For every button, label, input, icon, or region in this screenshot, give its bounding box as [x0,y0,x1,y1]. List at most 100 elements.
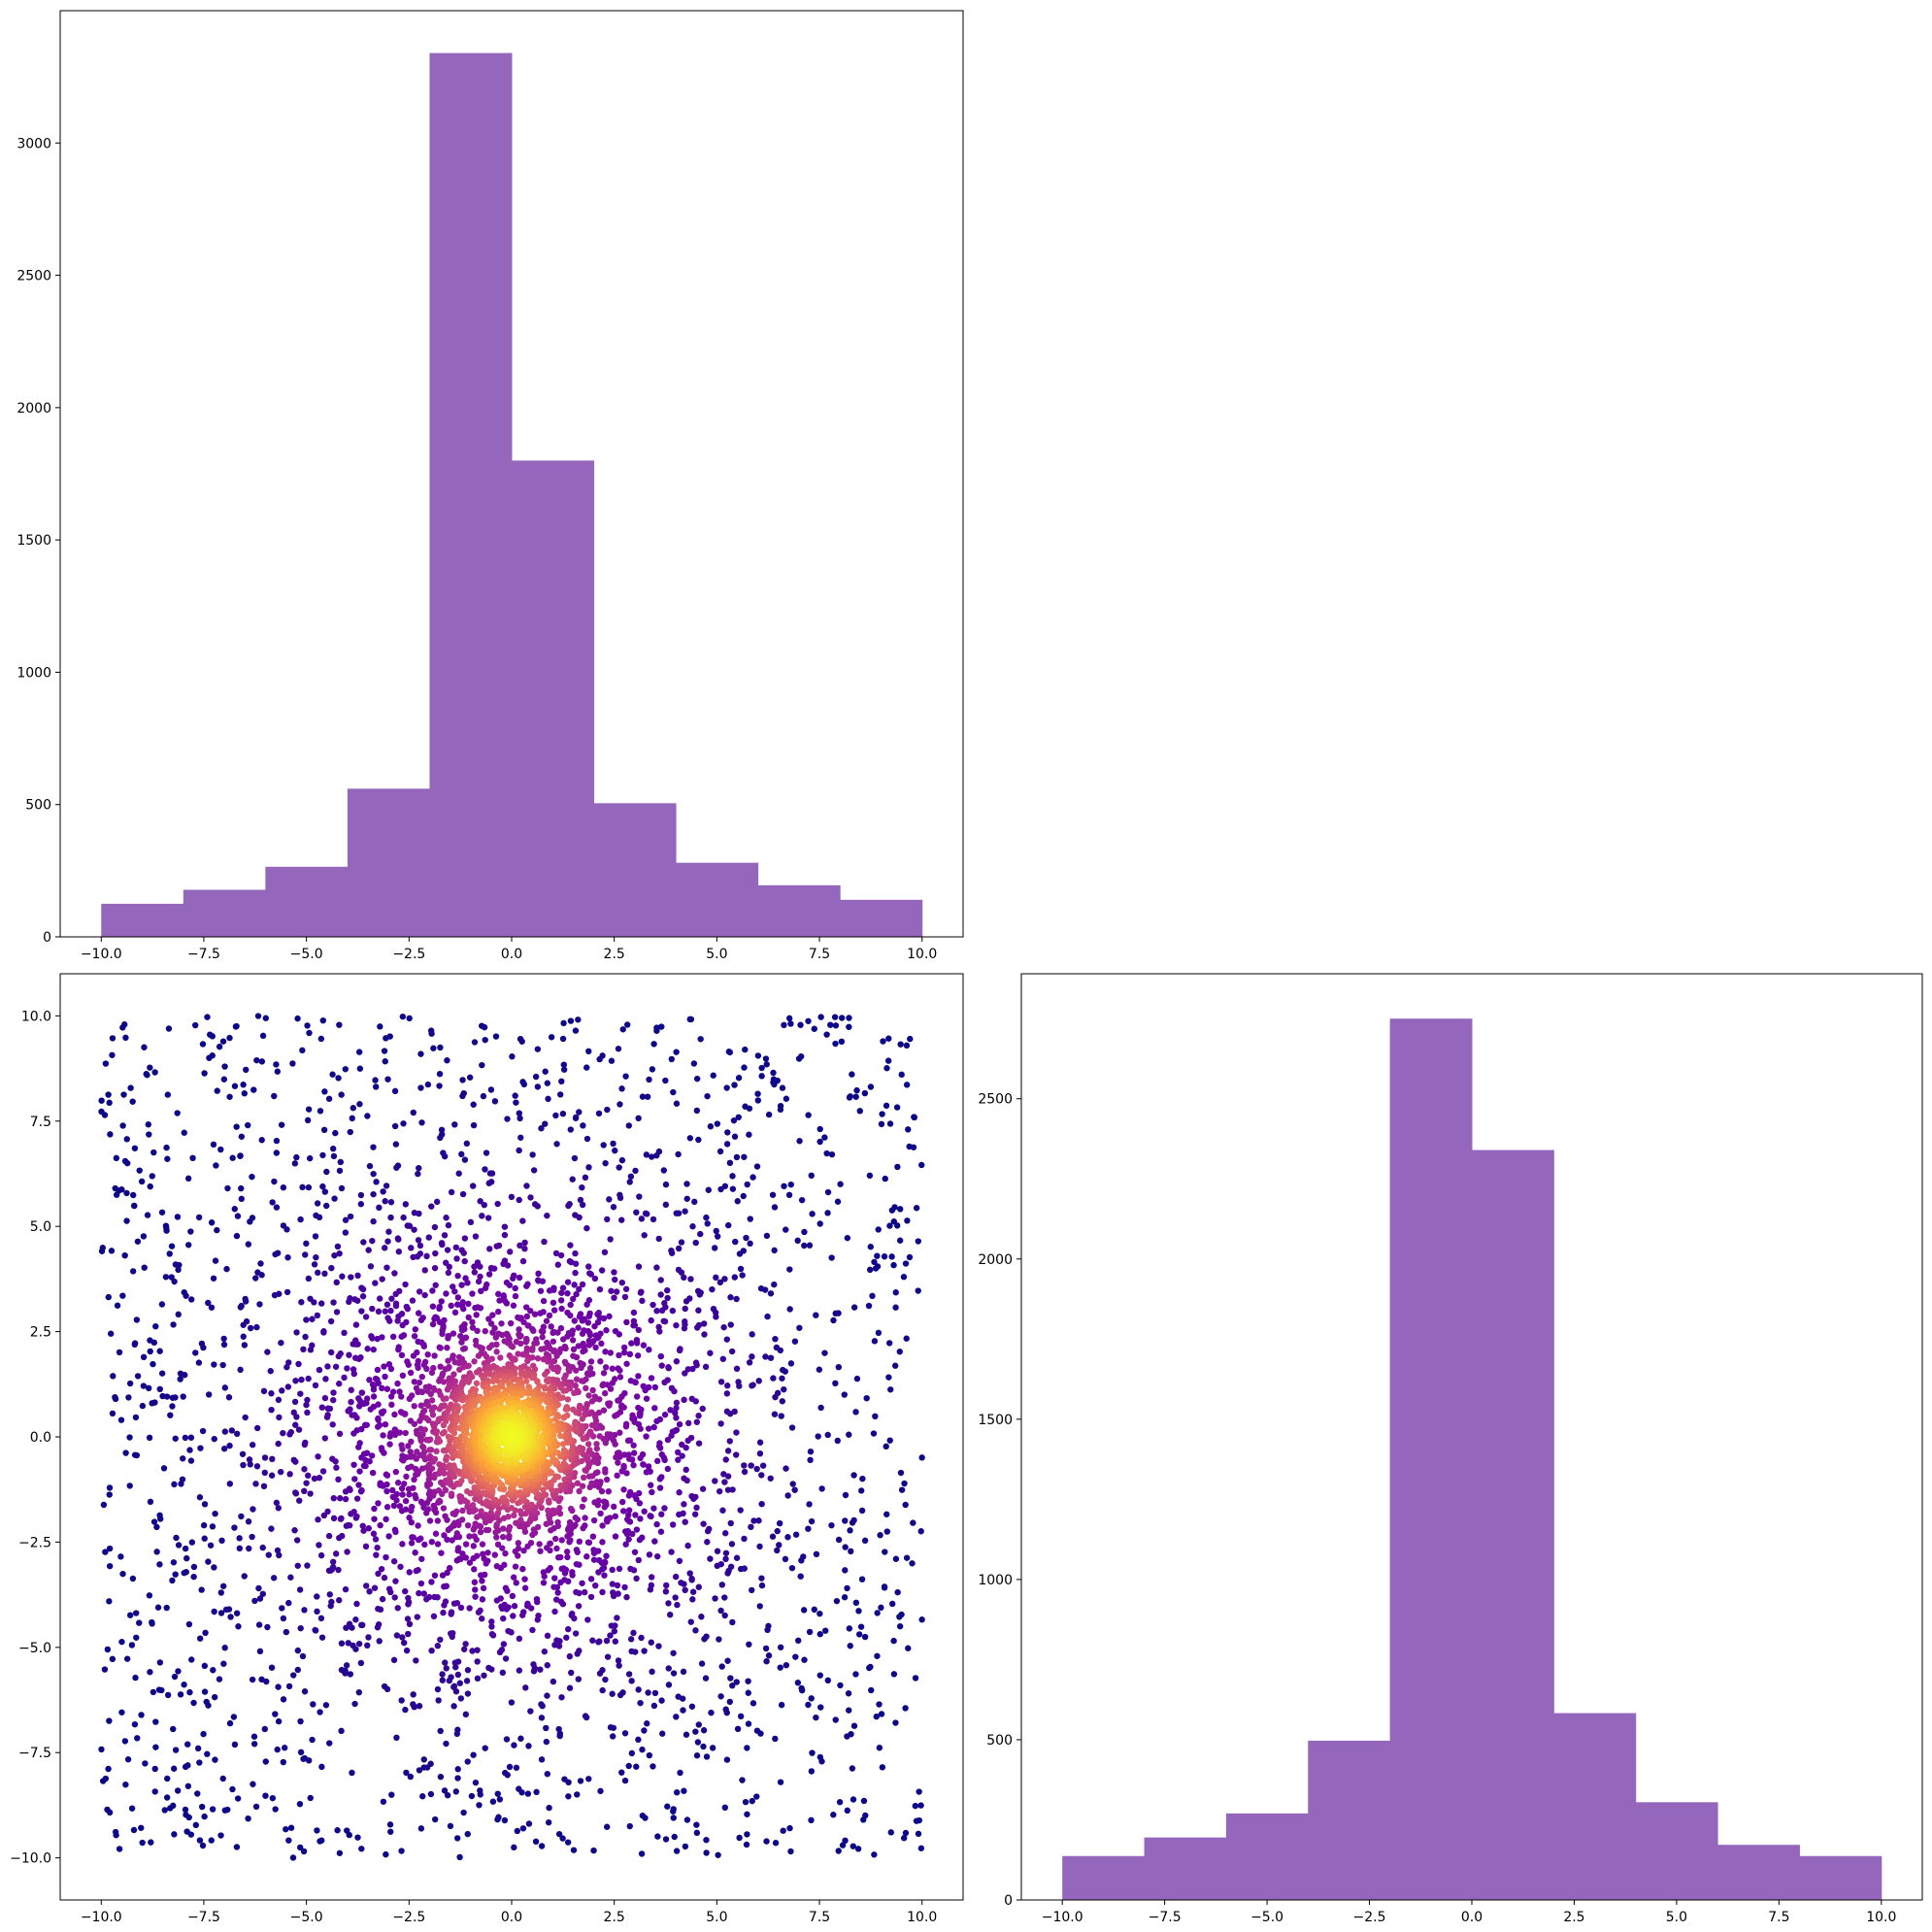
scatter-point [301,1466,308,1473]
scatter-point [168,1243,176,1249]
scatter-point [616,1565,623,1573]
scatter-point [771,1411,779,1417]
scatter-point [673,1321,680,1329]
scatter-point [686,1135,694,1142]
scatter-point [550,1365,557,1373]
scatter-point [412,1491,418,1499]
scatter-point [140,1353,148,1361]
scatter-point [106,1598,113,1605]
scatter-point [675,1150,682,1158]
scatter-point [349,1769,355,1777]
scatter-point [185,1242,192,1249]
scatter-point [330,1152,338,1160]
scatter-point [470,1183,477,1189]
scatter-point [721,1530,729,1537]
scatter-point [637,1289,645,1296]
scatter-point [312,1627,319,1634]
x-tick-label: −7.5 [187,947,220,962]
scatter-point [356,1065,364,1072]
scatter-point [501,1561,508,1569]
scatter-point [583,1370,591,1378]
scatter-point [874,1252,881,1259]
scatter-point [591,1322,598,1330]
scatter-point [844,1584,850,1592]
scatter-point [482,1327,488,1335]
scatter-point [599,1382,606,1389]
scatter-point [323,1168,330,1176]
scatter-point [612,1327,619,1335]
scatter-point [569,1337,577,1344]
scatter-point [582,1713,589,1719]
scatter-point [816,1631,823,1638]
scatter-point [538,1843,546,1849]
scatter-point [131,1145,139,1151]
scatter-point [651,1383,658,1391]
scatter-point [432,1249,439,1257]
scatter-point [575,1324,582,1331]
scatter-point [902,1829,910,1837]
scatter-point [838,1015,846,1021]
scatter-point [621,1777,629,1784]
scatter-point [506,1523,514,1531]
scatter-point [553,1487,560,1494]
scatter-point [654,1552,661,1560]
scatter-point [117,1553,124,1560]
scatter-point [462,1641,469,1648]
scatter-point [662,1836,670,1843]
scatter-point [532,1838,540,1846]
histogram-bar [757,884,841,937]
scatter-point [289,1060,296,1067]
scatter-point [131,1720,139,1728]
scatter-point [216,1676,223,1682]
scatter-point [346,1620,353,1627]
scatter-point [615,1046,622,1052]
scatter-point [150,1360,156,1368]
scatter-point [742,1798,749,1806]
scatter-point [572,1260,580,1267]
scatter-point [493,1563,501,1570]
scatter-point [406,1491,413,1498]
scatter-point [548,1034,555,1041]
scatter-point [411,1420,418,1427]
scatter-point [169,1403,176,1410]
scatter-point [323,1202,330,1210]
scatter-point [150,1518,158,1525]
scatter-point [639,1746,646,1753]
scatter-point [557,1297,565,1304]
scatter-point [902,1260,910,1267]
scatter-point [893,1104,901,1111]
scatter-point [156,1385,163,1393]
scatter-point [431,1572,439,1579]
scatter-point [445,1221,452,1229]
scatter-point [544,1770,551,1778]
scatter-point [622,1528,629,1535]
scatter-point [821,1349,828,1356]
scatter-point [714,1548,721,1554]
scatter-point [861,1089,869,1097]
scatter-point [858,1576,866,1582]
scatter-point [225,1394,233,1401]
scatter-point [571,1317,578,1324]
scatter-point [487,1510,495,1516]
scatter-point [912,1675,919,1682]
scatter-point [816,1753,824,1761]
scatter-point [683,1466,689,1474]
scatter-point [610,1204,617,1211]
scatter-point [433,1428,441,1435]
scatter-point [534,1046,542,1052]
scatter-point [604,1216,611,1223]
scatter-point [171,1481,178,1488]
scatter-point [731,1133,739,1140]
scatter-point [609,1690,616,1697]
scatter-point [286,1471,293,1478]
scatter-point [597,1787,604,1795]
scatter-point [299,1183,306,1191]
scatter-point [806,1628,814,1636]
scatter-point [208,1219,216,1226]
scatter-point [315,1453,321,1460]
scatter-point [415,1237,422,1244]
scatter-point [762,1055,770,1062]
scatter-point [635,1373,642,1380]
scatter-point [719,1507,726,1514]
scatter-point [466,1605,473,1612]
